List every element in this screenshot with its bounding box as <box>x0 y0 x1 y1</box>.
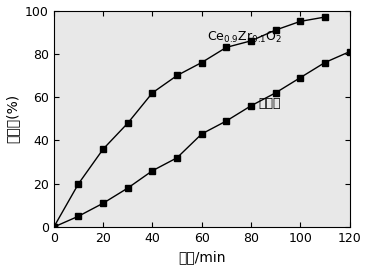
X-axis label: 时间/min: 时间/min <box>178 251 225 264</box>
Text: $\rm Ce_{0.9}Zr_{0.1}O_2$: $\rm Ce_{0.9}Zr_{0.1}O_2$ <box>207 30 282 45</box>
Text: 氧化铈: 氧化铈 <box>258 97 281 110</box>
Y-axis label: 褪色率(%): 褪色率(%) <box>6 94 19 143</box>
